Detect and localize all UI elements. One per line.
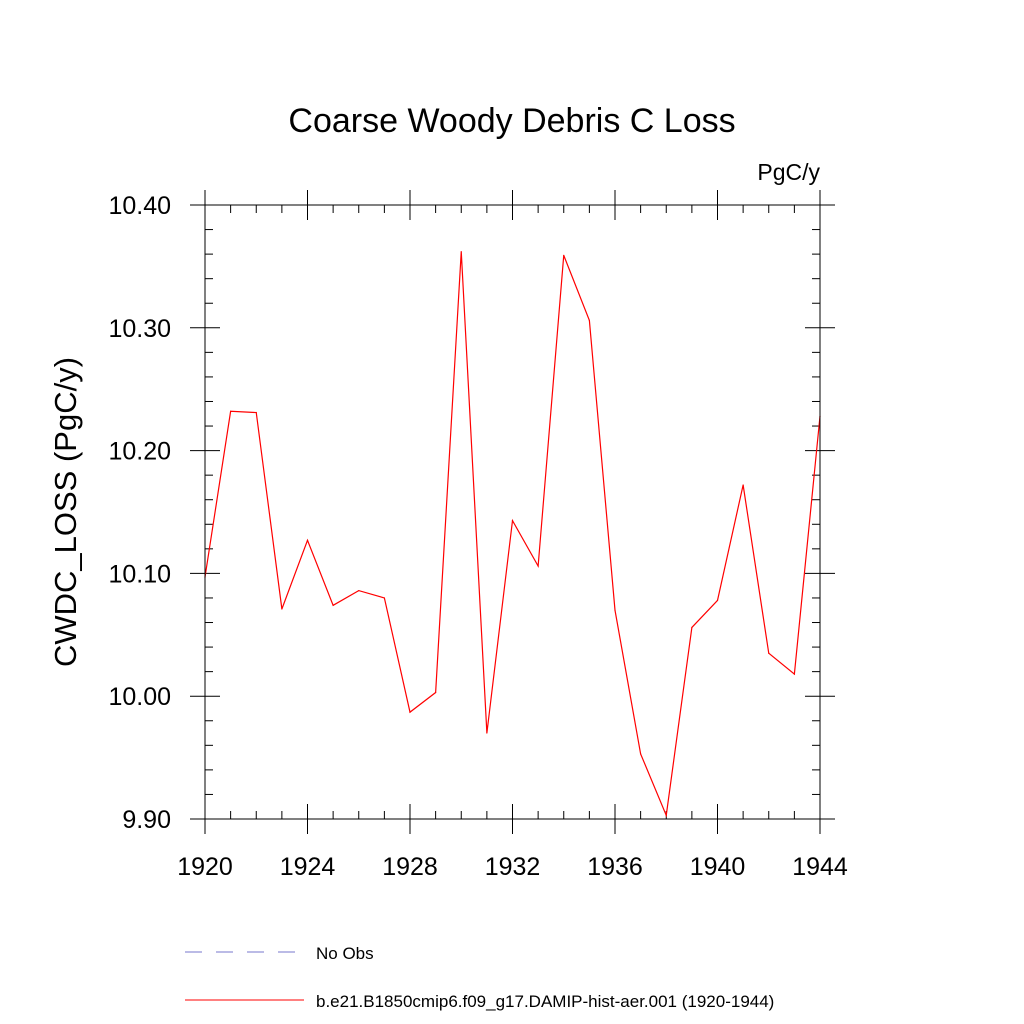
x-tick-label: 1928 bbox=[382, 853, 438, 881]
tick-labels: 1920 1924 1928 1932 1936 1940 1944 9.90 10.00 10.… bbox=[108, 192, 847, 881]
data-point bbox=[793, 673, 795, 675]
data-point bbox=[281, 608, 283, 610]
data-point bbox=[614, 609, 616, 611]
y-tick-label: 10.00 bbox=[108, 683, 171, 711]
data-point bbox=[435, 691, 437, 694]
axis-ticks bbox=[190, 190, 835, 834]
data-point bbox=[255, 411, 257, 414]
data-point bbox=[358, 589, 360, 592]
y-tick-label: 10.40 bbox=[108, 192, 171, 220]
legend: No Obs b.e21.B1850cmip6.f09_g17.DAMIP-his… bbox=[185, 944, 774, 1011]
data-point bbox=[563, 254, 565, 256]
chart-title: Coarse Woody Debris C Loss bbox=[288, 102, 735, 140]
plot-frame bbox=[204, 204, 821, 820]
y-tick-label: 10.20 bbox=[108, 438, 171, 466]
x-tick-label: 1924 bbox=[280, 853, 336, 881]
y-axis-label: CWDC_LOSS (PgC/y) bbox=[48, 357, 83, 667]
data-point bbox=[640, 753, 642, 755]
data-point bbox=[768, 652, 770, 654]
series-line bbox=[204, 251, 821, 818]
x-tick-label: 1920 bbox=[177, 853, 233, 881]
data-point bbox=[486, 732, 488, 734]
data-point bbox=[409, 711, 411, 713]
units-label: PgC/y bbox=[757, 159, 820, 185]
data-point bbox=[306, 539, 309, 541]
data-point bbox=[332, 604, 334, 606]
x-tick-label: 1940 bbox=[690, 853, 746, 881]
data-point bbox=[230, 410, 232, 412]
legend-label: b.e21.B1850cmip6.f09_g17.DAMIP-hist-aer.… bbox=[316, 992, 774, 1011]
data-point bbox=[460, 251, 462, 253]
data-point bbox=[588, 319, 590, 322]
series-layer bbox=[204, 251, 821, 818]
data-point bbox=[742, 484, 744, 486]
data-point bbox=[537, 565, 539, 567]
data-point bbox=[665, 814, 667, 816]
x-tick-label: 1932 bbox=[485, 853, 541, 881]
data-point bbox=[511, 519, 514, 522]
x-tick-label: 1944 bbox=[792, 853, 848, 881]
data-point bbox=[383, 597, 385, 599]
y-tick-label: 9.90 bbox=[122, 806, 171, 834]
data-point bbox=[691, 626, 693, 629]
y-tick-label: 10.10 bbox=[108, 560, 171, 588]
x-tick-label: 1936 bbox=[587, 853, 643, 881]
y-tick-label: 10.30 bbox=[108, 315, 171, 343]
legend-label: No Obs bbox=[316, 944, 374, 963]
data-point bbox=[716, 599, 719, 602]
